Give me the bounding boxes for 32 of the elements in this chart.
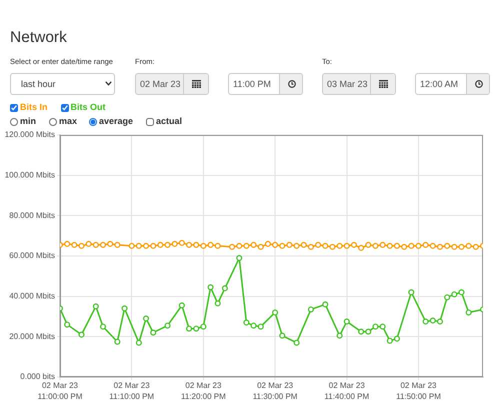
calendar-button[interactable]: [370, 74, 395, 94]
text: min: [20, 116, 36, 127]
y-tick-label: 40.000 Mbits: [9, 292, 55, 301]
y-tick-label: 0.000 bits: [20, 372, 55, 382]
text: last hour: [21, 79, 56, 90]
clock-button[interactable]: [466, 74, 489, 94]
x-tick-label: 02 Mar 23 11:40:00 PM: [324, 380, 370, 402]
y-tick-label: 20.000 Mbits: [9, 332, 55, 341]
checkbox[interactable]: [146, 118, 154, 126]
radio-button[interactable]: [49, 118, 57, 126]
chart-title: Network: [10, 28, 67, 48]
radio-button[interactable]: [10, 118, 18, 126]
text: average: [99, 116, 134, 127]
radio-button[interactable]: [89, 118, 97, 126]
dropdown-field[interactable]: [10, 73, 115, 95]
x-tick-label: 02 Mar 23 11:30:00 PM: [252, 380, 298, 402]
calendar-button[interactable]: [183, 74, 208, 94]
x-tick-label: 02 Mar 23 11:10:00 PM: [109, 380, 154, 402]
checkbox[interactable]: [60, 104, 69, 112]
text: Bits Out: [70, 102, 106, 113]
x-tick-label: 02 Mar 23 11:20:00 PM: [181, 380, 226, 402]
y-tick-label: 60.000 Mbits: [9, 251, 55, 260]
x-tick-label: 02 Mar 23 11:00:00 PM: [38, 380, 83, 402]
text: Bits In: [20, 102, 48, 113]
text: actual: [156, 116, 182, 127]
text: max: [59, 116, 78, 127]
checkbox[interactable]: [10, 104, 18, 112]
y-tick-label: 80.000 Mbits: [9, 210, 55, 220]
y-tick-label: 120.000 Mbits: [4, 130, 55, 140]
x-tick-label: 02 Mar 23 11:50:00 PM: [396, 380, 442, 402]
clock-button[interactable]: [279, 74, 302, 94]
y-tick-label: 100.000 Mbits: [4, 170, 55, 180]
